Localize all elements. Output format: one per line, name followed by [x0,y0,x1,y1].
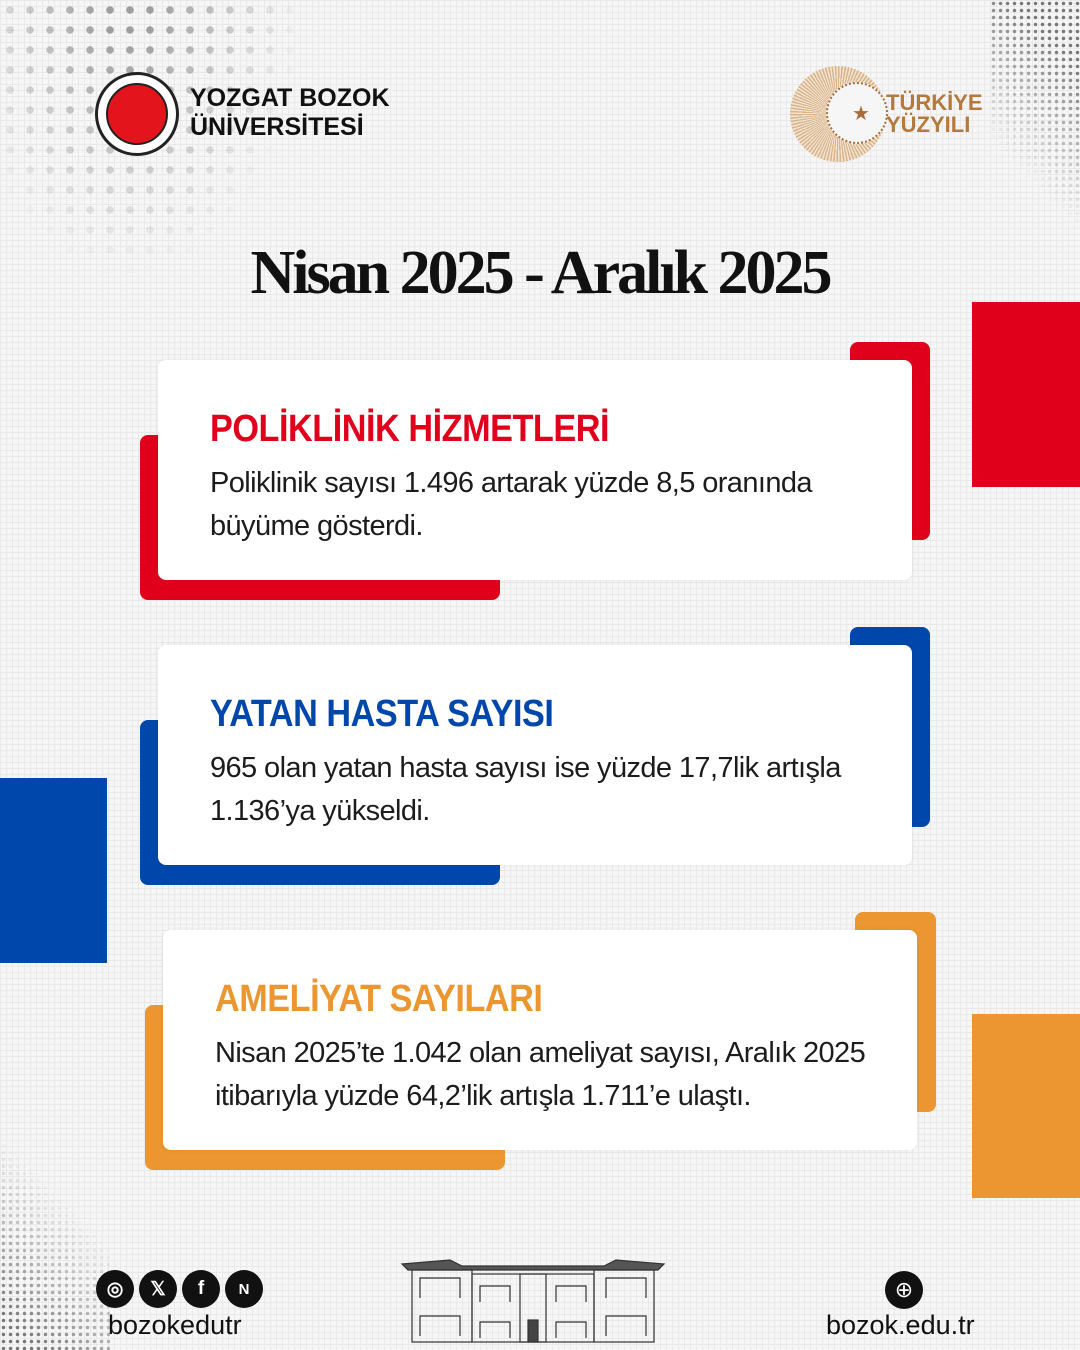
card-body: Poliklinik sayısı 1.496 artarak yüzde 8,… [210,467,813,542]
university-name-line1: YOZGAT BOZOK [190,84,390,112]
university-name-line2: ÜNİVERSİTESİ [190,113,364,141]
crescent-icon [826,82,888,144]
university-name: YOZGAT BOZOK ÜNİVERSİTESİ [190,84,390,142]
social-icons: ◎ 𝕏 f N [96,1270,263,1308]
university-seal-logo [95,72,179,156]
nsosyal-icon[interactable]: N [225,1270,263,1308]
website-link[interactable]: bozok.edu.tr [826,1310,975,1340]
card-body: Nisan 2025’te 1.042 olan ameliyat sayısı… [215,1037,866,1112]
globe-icon: ⊕ [885,1271,923,1309]
card-heading: AMELİYAT SAYILARI [215,978,543,1020]
red-accent-block [972,302,1080,487]
card-ameliyat: AMELİYAT SAYILARI Nisan 2025’te 1.042 ol… [163,930,917,1150]
university-building-illustration [400,1259,666,1343]
decorative-dots [990,0,1080,240]
page-title: Nisan 2025 - Aralık 2025 [250,239,832,307]
card-heading: POLİKLİNİK HİZMETLERİ [210,408,610,450]
star-icon: ★ [852,103,870,125]
campaign-line2: YÜZYILI [886,112,971,137]
decorative-dots [0,0,320,300]
blue-accent-block [0,778,107,963]
card-poliklinik: POLİKLİNİK HİZMETLERİ Poliklinik sayısı … [158,360,912,580]
card-yatan-hasta: YATAN HASTA SAYISI 965 olan yatan hasta … [158,645,912,865]
card-body: 965 olan yatan hasta sayısı ise yüzde 17… [210,752,841,827]
facebook-icon[interactable]: f [182,1270,220,1308]
decorative-dots [0,1100,110,1350]
campaign-line1: TÜRKİYE [886,90,983,115]
x-icon[interactable]: 𝕏 [139,1270,177,1308]
orange-accent-block [972,1014,1080,1198]
social-handle[interactable]: bozokedutr [108,1310,242,1340]
card-heading: YATAN HASTA SAYISI [210,693,554,735]
campaign-name: TÜRKİYE YÜZYILI [886,92,983,136]
instagram-icon[interactable]: ◎ [96,1270,134,1308]
